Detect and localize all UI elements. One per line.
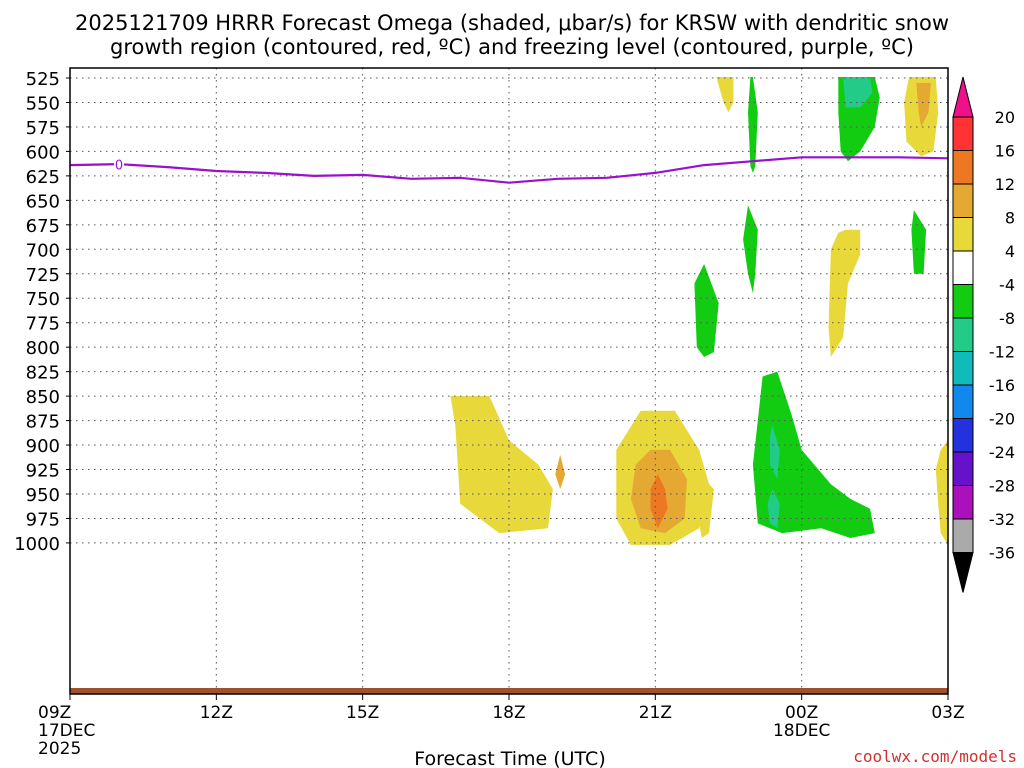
omega-region-8: [694, 264, 719, 357]
omega-region-6: [916, 82, 931, 127]
colorbar-bin-6: [952, 317, 974, 352]
omega-region-11: [911, 210, 927, 274]
y-tick-label-825: 825: [26, 363, 60, 384]
plot-area: [450, 77, 948, 545]
omega-region-19: [770, 425, 780, 480]
colorbar-label-8: -16: [989, 376, 1015, 395]
freezing-level-label: 0: [115, 159, 123, 174]
y-axis: 525 550 575 600 625 650 675 700 725 750 775 800 825 8…: [14, 69, 70, 555]
omega-region-2: [716, 77, 734, 113]
y-tick-label-900: 900: [26, 436, 60, 457]
omega-region-4: [843, 77, 873, 108]
colorbar-arrow-bottom: [952, 552, 974, 593]
y-tick-label-525: 525: [26, 69, 60, 90]
x-tick-label-09Z: 09Z: [38, 703, 71, 723]
y-tick-label-875: 875: [26, 412, 60, 433]
colorbar-label-4: 4: [1005, 242, 1015, 261]
x-tick-label-03Z: 03Z: [931, 703, 964, 723]
y-tick-label-950: 950: [26, 485, 60, 506]
y-tick-label-550: 550: [26, 93, 60, 114]
colorbar-bin-0: [952, 116, 974, 151]
grid-lines: [70, 68, 948, 694]
colorbar-arrow-top: [952, 76, 974, 118]
omega-region-18: [752, 371, 875, 538]
watermark-logo: coolwx.com/models: [853, 747, 1017, 766]
omega-region-13: [555, 454, 566, 490]
x-axis-label: Forecast Time (UTC): [414, 748, 605, 768]
y-tick-label-650: 650: [26, 191, 60, 212]
colorbar-bin-10: [952, 451, 974, 486]
y-tick-label-625: 625: [26, 167, 60, 188]
x-tick-label-00Z: 00Z: [785, 703, 818, 723]
x-tick-date-09Z: 17DEC: [38, 721, 95, 741]
colorbar-bin-4: [952, 250, 974, 285]
y-tick-label-775: 775: [26, 314, 60, 335]
colorbar-label-6: -8: [999, 309, 1015, 328]
colorbar-label-9: -20: [989, 410, 1015, 429]
x-tick-label-18Z: 18Z: [492, 703, 525, 723]
x-tick-label-21Z: 21Z: [639, 703, 672, 723]
omega-region-21: [935, 440, 948, 545]
ground-bar: [70, 688, 948, 694]
colorbar: 20 16 12 8 4 -4 -8 -12 -16 -20 -24 -28 -32 -36: [952, 76, 1015, 593]
x-tick-label-15Z: 15Z: [346, 703, 379, 723]
colorbar-label-3: 8: [1005, 209, 1015, 228]
omega-region-12: [450, 396, 553, 534]
colorbar-label-12: -32: [989, 510, 1015, 529]
x-tick-label-12Z: 12Z: [200, 703, 233, 723]
omega-region-17: [650, 474, 668, 529]
omega-region-20: [767, 489, 780, 529]
chart-title-line1: 2025121709 HRRR Forecast Omega (shaded, …: [75, 11, 949, 35]
x-tick-date-00Z: 18DEC: [773, 721, 830, 741]
colorbar-bin-1: [952, 150, 974, 185]
y-tick-label-850: 850: [26, 387, 60, 408]
x-tick-year-09Z: 2025: [38, 739, 81, 759]
y-tick-label-800: 800: [26, 338, 60, 359]
colorbar-label-7: -12: [989, 343, 1015, 362]
y-tick-label-750: 750: [26, 289, 60, 310]
colorbar-label-13: -36: [989, 544, 1015, 563]
colorbar-label-10: -24: [989, 443, 1015, 462]
freezing-level-contour: 0: [69, 156, 949, 184]
y-tick-label-675: 675: [26, 216, 60, 237]
y-tick-label-1000: 1000: [14, 534, 60, 555]
y-tick-label-600: 600: [26, 142, 60, 163]
colorbar-label-2: 12: [995, 175, 1015, 194]
freezing-level-line: [69, 156, 949, 184]
colorbar-bin-8: [952, 384, 974, 419]
colorbar-label-1: 16: [995, 142, 1015, 161]
y-tick-label-700: 700: [26, 240, 60, 261]
omega-region-9: [743, 205, 758, 294]
colorbar-bin-7: [952, 351, 974, 386]
freezing-level-label-bg: [114, 157, 124, 172]
colorbar-bin-3: [952, 217, 974, 252]
y-tick-label-725: 725: [26, 265, 60, 286]
y-tick-label-575: 575: [26, 118, 60, 139]
colorbar-bin-9: [952, 418, 974, 453]
colorbar-label-5: -4: [999, 276, 1015, 295]
omega-region-10: [828, 229, 861, 357]
y-tick-label-975: 975: [26, 509, 60, 530]
colorbar-label-0: 20: [995, 108, 1015, 127]
y-tick-label-925: 925: [26, 461, 60, 482]
chart-title-line2: growth region (contoured, red, ºC) and f…: [110, 35, 914, 59]
colorbar-bin-2: [952, 183, 974, 218]
colorbar-bin-5: [952, 284, 974, 319]
colorbar-bin-11: [952, 485, 974, 520]
colorbar-bin-12: [952, 518, 974, 553]
omega-region-0: [748, 77, 758, 173]
colorbar-label-11: -28: [989, 477, 1015, 496]
